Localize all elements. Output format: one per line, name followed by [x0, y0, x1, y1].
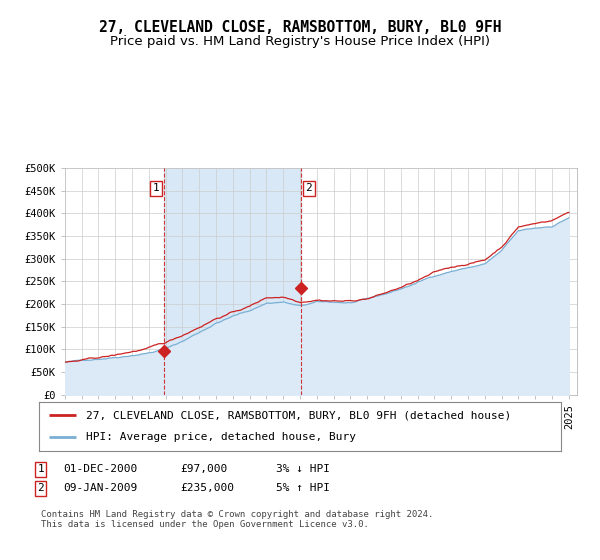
Text: HPI: Average price, detached house, Bury: HPI: Average price, detached house, Bury: [86, 432, 356, 442]
Text: 5% ↑ HPI: 5% ↑ HPI: [276, 483, 330, 493]
Text: 1: 1: [152, 184, 159, 193]
Text: 3% ↓ HPI: 3% ↓ HPI: [276, 464, 330, 474]
Text: 1: 1: [37, 464, 44, 474]
Text: Contains HM Land Registry data © Crown copyright and database right 2024.
This d: Contains HM Land Registry data © Crown c…: [41, 510, 433, 529]
Text: 27, CLEVELAND CLOSE, RAMSBOTTOM, BURY, BL0 9FH (detached house): 27, CLEVELAND CLOSE, RAMSBOTTOM, BURY, B…: [86, 410, 511, 421]
Text: £235,000: £235,000: [180, 483, 234, 493]
Text: Price paid vs. HM Land Registry's House Price Index (HPI): Price paid vs. HM Land Registry's House …: [110, 35, 490, 48]
Bar: [164, 168, 301, 395]
Text: 2: 2: [305, 184, 312, 193]
Text: 01-DEC-2000: 01-DEC-2000: [63, 464, 137, 474]
Text: 27, CLEVELAND CLOSE, RAMSBOTTOM, BURY, BL0 9FH: 27, CLEVELAND CLOSE, RAMSBOTTOM, BURY, B…: [99, 20, 501, 35]
Text: 2: 2: [37, 483, 44, 493]
Text: 09-JAN-2009: 09-JAN-2009: [63, 483, 137, 493]
Text: £97,000: £97,000: [180, 464, 227, 474]
